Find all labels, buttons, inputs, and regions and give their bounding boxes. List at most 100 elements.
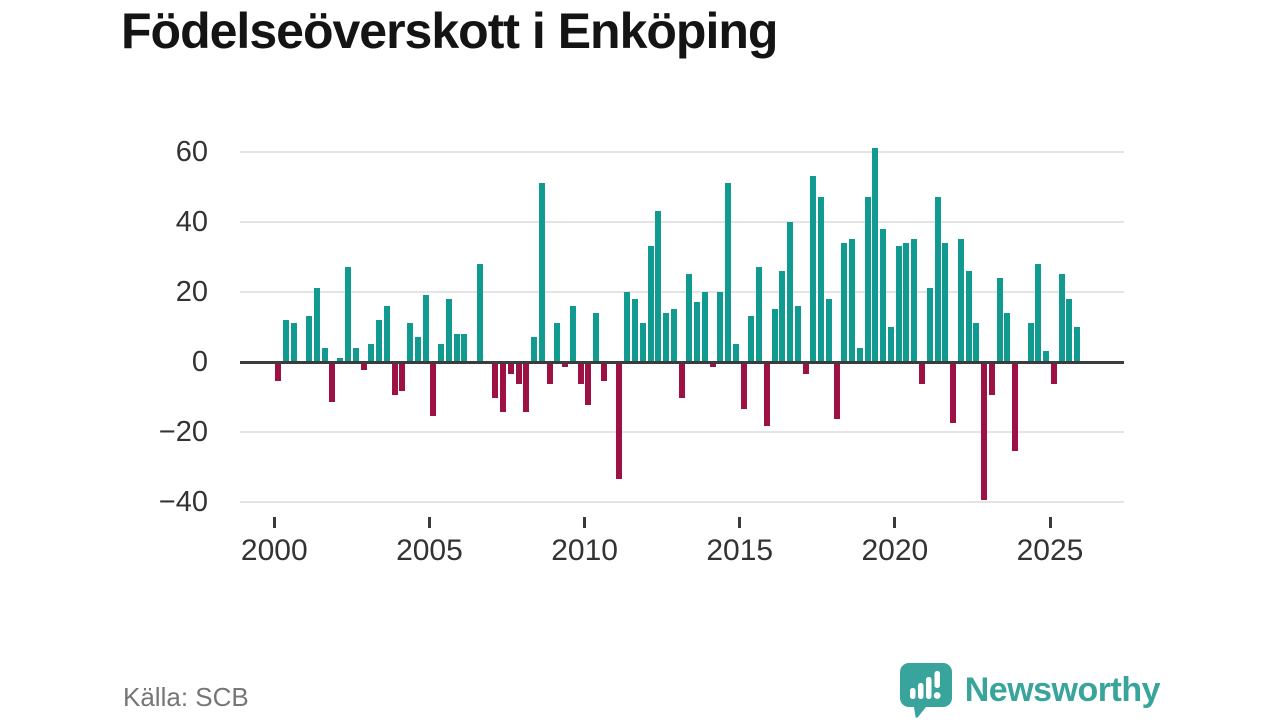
bar-2018-q2 — [841, 242, 848, 363]
bar-2005-q2 — [438, 344, 445, 363]
bar-2001-q1 — [306, 316, 313, 363]
bar-2015-q2 — [748, 316, 755, 363]
bar-2008-q4 — [546, 362, 553, 385]
bar-2010-q2 — [593, 312, 600, 363]
y-axis-label--20: −20 — [158, 416, 208, 449]
bar-2010-q1 — [585, 362, 592, 406]
logo-exclamation-dot — [933, 692, 941, 699]
bar-2023-q3 — [1004, 312, 1011, 363]
bar-2025-q2 — [1058, 274, 1065, 363]
x-axis-label-2015: 2015 — [706, 534, 774, 567]
bar-2008-q2 — [531, 337, 538, 363]
bar-2015-q3 — [756, 267, 763, 363]
bar-2007-q1 — [492, 362, 499, 399]
bar-2016-q3 — [787, 221, 794, 363]
bar-2003-q2 — [376, 319, 383, 363]
bar-2004-q1 — [399, 362, 406, 392]
bar-2008-q3 — [538, 183, 545, 363]
x-tick-2015 — [738, 517, 742, 528]
bar-2006-q3 — [476, 263, 483, 363]
bar-2013-q3 — [694, 302, 701, 363]
bar-2018-q1 — [833, 362, 840, 420]
bar-2024-q3 — [1035, 263, 1042, 363]
bar-2000-q2 — [282, 319, 289, 363]
logo-bar-3 — [925, 677, 932, 699]
bar-2012-q1 — [647, 246, 654, 363]
bar-2002-q2 — [344, 267, 351, 363]
bar-2007-q2 — [500, 362, 507, 413]
logo-exclamation-stem — [934, 671, 940, 688]
bar-2011-q1 — [616, 362, 623, 479]
logo-bar-1 — [909, 688, 916, 699]
x-axis-label-2020: 2020 — [861, 534, 929, 567]
bar-2009-q1 — [554, 323, 561, 363]
bar-2017-q1 — [802, 362, 809, 374]
x-tick-2020 — [893, 517, 897, 528]
bar-2016-q2 — [779, 270, 786, 363]
bar-2014-q1 — [709, 362, 716, 367]
bar-2015-q1 — [740, 362, 747, 409]
bar-2021-q2 — [934, 197, 941, 363]
y-axis-label-20: 20 — [175, 275, 208, 308]
bar-2015-q4 — [763, 362, 770, 427]
x-tick-2010 — [583, 517, 587, 528]
bar-2000-q3 — [290, 323, 297, 363]
bar-2014-q3 — [725, 183, 732, 363]
y-axis-label-60: 60 — [175, 135, 208, 168]
bar-2007-q3 — [507, 362, 514, 374]
bar-2025-q3 — [1066, 298, 1073, 363]
bar-2003-q3 — [383, 305, 390, 363]
bar-2011-q3 — [632, 298, 638, 363]
y-axis-label-0: 0 — [191, 346, 208, 378]
bar-2004-q4 — [422, 295, 429, 363]
bar-2001-q3 — [321, 347, 328, 363]
brand-name: Newsworthy — [964, 670, 1161, 709]
bar-2003-q4 — [391, 362, 398, 395]
bar-2003-q1 — [368, 344, 375, 363]
x-axis-label-2010: 2010 — [551, 534, 618, 567]
brand-lockup: Newsworthy — [899, 662, 1161, 718]
x-axis-label-2000: 2000 — [240, 534, 308, 567]
bar-2002-q3 — [352, 347, 359, 363]
bar-2012-q3 — [663, 312, 670, 363]
gridline-y--40 — [240, 501, 1124, 504]
bar-2010-q3 — [600, 362, 607, 381]
bar-2017-q2 — [810, 176, 817, 363]
bar-2013-q2 — [686, 274, 693, 363]
gridline-y-60 — [240, 150, 1124, 153]
bar-2012-q4 — [670, 309, 677, 363]
bar-2011-q2 — [624, 291, 631, 363]
bar-2019-q3 — [880, 228, 887, 363]
bar-2001-q4 — [329, 362, 336, 402]
bar-2007-q4 — [515, 362, 522, 385]
bar-2009-q2 — [562, 362, 569, 367]
bar-2023-q4 — [1012, 362, 1019, 451]
bar-2025-q1 — [1050, 362, 1057, 385]
bar-2006-q1 — [461, 333, 468, 363]
bar-2000-q1 — [275, 362, 282, 381]
bar-2024-q2 — [1027, 323, 1034, 363]
bar-2021-q1 — [926, 288, 933, 363]
bar-2001-q2 — [313, 288, 320, 363]
bar-2020-q3 — [911, 239, 918, 363]
bar-2020-q4 — [919, 362, 925, 385]
zero-axis-line — [240, 360, 1124, 364]
bar-2024-q4 — [1043, 351, 1050, 363]
bar-2009-q4 — [577, 362, 584, 385]
y-axis-label--40: −40 — [158, 486, 208, 519]
bar-2019-q2 — [872, 148, 879, 363]
bar-2012-q2 — [655, 211, 662, 363]
bar-2004-q2 — [407, 323, 414, 363]
bar-2008-q1 — [523, 362, 530, 413]
bar-2022-q2 — [965, 270, 972, 363]
logo-bar-2 — [917, 683, 924, 699]
bar-2022-q4 — [981, 362, 988, 500]
x-axis-label-2005: 2005 — [396, 534, 463, 567]
bar-2004-q3 — [414, 337, 421, 363]
bar-2017-q4 — [825, 298, 832, 363]
gridline-y--20 — [240, 431, 1124, 434]
bar-2013-q4 — [701, 291, 708, 363]
x-tick-2025 — [1048, 517, 1052, 528]
